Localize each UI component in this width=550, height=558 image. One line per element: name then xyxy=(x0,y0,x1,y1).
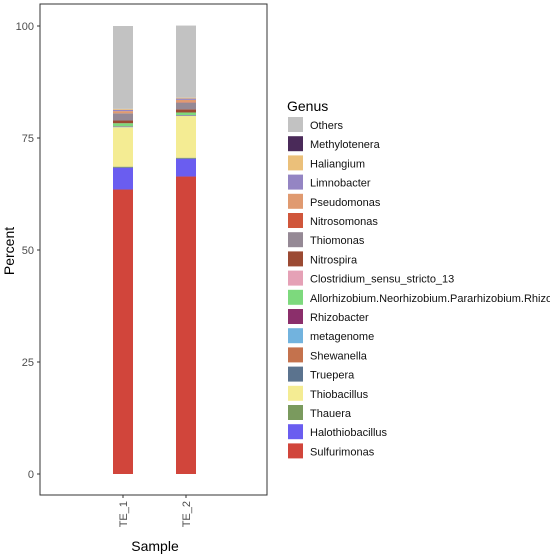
y-axis-title: Percent xyxy=(1,227,17,275)
panel-border xyxy=(39,3,268,496)
legend-label: Sulfurimonas xyxy=(310,446,375,458)
bar-segment xyxy=(113,123,133,127)
bar-segment xyxy=(176,112,196,116)
y-tick-label: 75 xyxy=(22,133,34,145)
legend-key xyxy=(288,155,303,171)
legend: Genus Others Methylotenera Haliangium Limno… xyxy=(287,98,550,459)
legend-label: Halothiobacillus xyxy=(310,427,388,439)
bar-segment xyxy=(113,109,133,112)
legend-key xyxy=(288,174,303,190)
legend-key xyxy=(288,232,303,248)
x-tick-label: TE_1 xyxy=(118,501,130,527)
y-tick-label: 100 xyxy=(16,21,34,33)
legend-label: Clostridium_sensu_stricto_13 xyxy=(310,274,454,286)
y-tick-label: 50 xyxy=(22,245,34,257)
legend-label: Thiobacillus xyxy=(310,389,369,401)
bar-segment xyxy=(176,158,196,177)
legend-key xyxy=(288,270,303,286)
legend-key xyxy=(288,347,303,363)
y-axis: 0 25 50 75 100 xyxy=(16,21,40,481)
legend-label: Shewanella xyxy=(310,350,368,362)
bar-segment xyxy=(113,189,133,474)
legend-key xyxy=(288,443,303,459)
legend-key xyxy=(288,424,303,440)
legend-key xyxy=(288,366,303,382)
bar-segment xyxy=(113,127,133,167)
legend-label: Others xyxy=(310,120,344,132)
legend-key xyxy=(288,309,303,324)
legend-label: Allorhizobium.Neorhizobium.Pararhizobium… xyxy=(310,293,550,305)
bar-segment xyxy=(113,113,133,121)
y-tick-label: 0 xyxy=(28,469,34,481)
bar-segment xyxy=(176,116,196,158)
legend-key xyxy=(288,405,303,420)
x-axis-title: Sample xyxy=(131,538,179,554)
legend-key xyxy=(288,385,303,401)
y-tick-label: 25 xyxy=(22,357,34,369)
x-tick-label: TE_2 xyxy=(181,501,193,527)
legend-key xyxy=(288,117,303,132)
bar-segment xyxy=(176,25,196,98)
bar-segment xyxy=(176,102,196,110)
bar-segment xyxy=(113,120,133,124)
legend-label: Nitrosomonas xyxy=(310,216,378,228)
bar-segment xyxy=(176,97,196,99)
legend-label: Limnobacter xyxy=(310,178,371,190)
legend-label: Thiomonas xyxy=(310,235,365,247)
legend-label: Methylotenera xyxy=(310,139,381,151)
legend-label: Haliangium xyxy=(310,158,365,170)
legend-label: Truepera xyxy=(310,370,355,382)
bar-segment xyxy=(113,166,133,168)
plot-area xyxy=(39,3,268,496)
legend-key xyxy=(288,289,303,305)
bar-segment xyxy=(176,99,196,103)
legend-key xyxy=(288,213,303,228)
legend-label: metagenome xyxy=(310,331,374,343)
legend-key xyxy=(288,328,303,344)
legend-key xyxy=(288,136,303,152)
bar-segment xyxy=(176,157,196,159)
legend-key xyxy=(288,251,303,267)
x-axis: TE_1 TE_2 xyxy=(118,495,193,527)
bar-segment xyxy=(113,108,133,110)
legend-label: Rhizobacter xyxy=(310,312,369,324)
bar-segment xyxy=(176,176,196,474)
legend-label: Pseudomonas xyxy=(310,197,381,209)
legend-key xyxy=(288,193,303,209)
legend-title: Genus xyxy=(287,98,328,114)
legend-label: Nitrospira xyxy=(310,254,358,266)
bar-segment xyxy=(176,98,196,100)
bar-segment xyxy=(113,111,133,114)
legend-label: Thauera xyxy=(310,408,352,420)
bar-segment xyxy=(113,26,133,109)
bar-segment xyxy=(113,167,133,190)
bar-segment xyxy=(176,109,196,113)
